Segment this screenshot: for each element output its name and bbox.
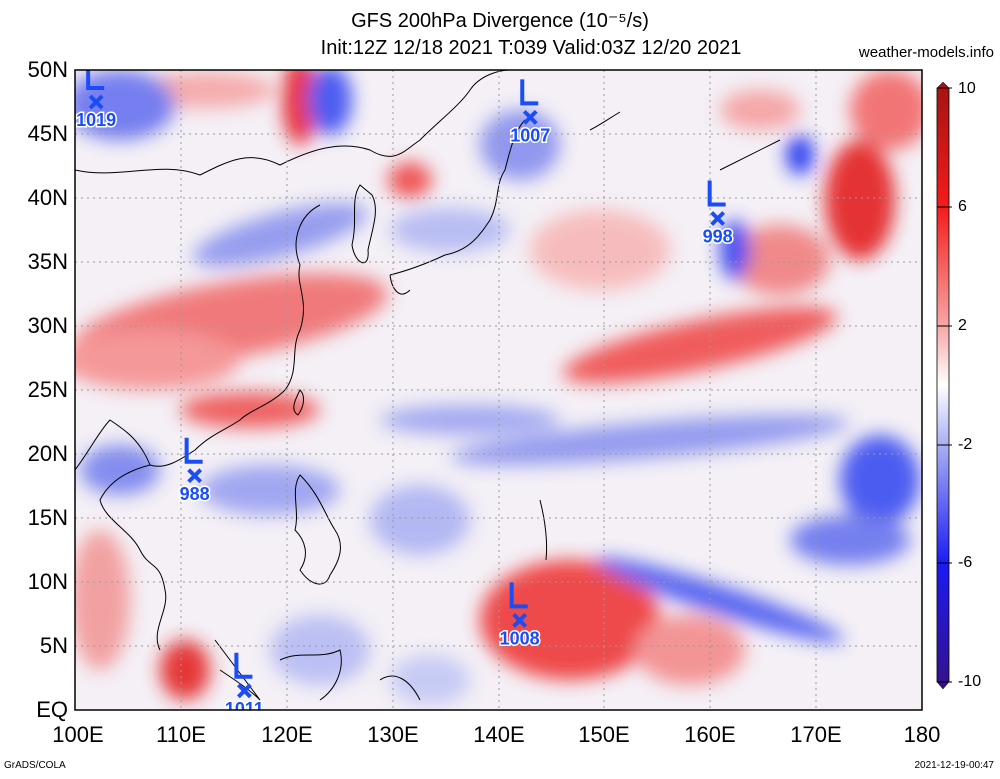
lat-label-30n: 30N xyxy=(27,313,68,338)
lat-label-eq: EQ xyxy=(36,697,68,722)
lat-label-20n: 20N xyxy=(27,441,68,466)
lon-label-160e: 160E xyxy=(684,722,736,747)
low-center-x-icon xyxy=(236,683,252,699)
colorbar xyxy=(936,81,952,690)
lat-label-25n: 25N xyxy=(27,377,68,402)
low-center-1007: 1007 xyxy=(509,79,552,147)
lat-label-35n: 35N xyxy=(27,249,68,274)
colorbar-label-10: 10 xyxy=(958,80,976,97)
low-pressure-value: 1008 xyxy=(500,628,540,648)
low-pressure-value: 988 xyxy=(180,484,210,504)
lon-label-120e: 120E xyxy=(261,722,313,747)
low-letter-L xyxy=(707,180,726,207)
low-center-1011: 1011 xyxy=(223,652,265,719)
divergence-field: 1019 1007 998 988 1008 1011 xyxy=(75,70,922,719)
low-center-1008: 1008 xyxy=(498,582,541,650)
low-letter-L xyxy=(520,79,539,106)
low-pressure-value: 1011 xyxy=(225,699,264,719)
low-pressure-value: 998 xyxy=(703,226,733,246)
lon-label-180: 180 xyxy=(903,722,941,747)
lat-label-5n: 5N xyxy=(39,633,68,658)
footer-grads: GrADS/COLA xyxy=(4,760,66,771)
low-center-x-icon xyxy=(710,211,726,226)
lon-label-100e: 100E xyxy=(52,722,104,747)
low-center-x-icon xyxy=(88,94,104,110)
low-pressure-value: 1019 xyxy=(76,110,116,130)
lon-label-140e: 140E xyxy=(473,722,525,747)
low-letter-L xyxy=(184,437,203,464)
lon-label-130e: 130E xyxy=(367,722,419,747)
low-pressure-markers: 1019 1007 998 988 1008 1011 xyxy=(75,70,734,719)
low-pressure-value: 1007 xyxy=(510,125,550,145)
colorbar-label-minus2: -2 xyxy=(958,436,973,453)
init-valid-text: Init:12Z 12/18 2021 T:039 Valid:03Z 12/2… xyxy=(320,37,742,59)
footer-timestamp: 2021-12-19-00:47 xyxy=(914,760,994,771)
low-center-x-icon xyxy=(522,109,538,125)
lat-label-45n: 45N xyxy=(27,121,68,146)
site-credit: weather-models.info xyxy=(858,44,994,61)
lat-label-10n: 10N xyxy=(27,569,68,594)
chart-subtitle: Init:12Z 12/18 2021 T:039 Valid:03Z 12/2… xyxy=(0,37,1000,60)
graticule xyxy=(75,70,922,710)
coastlines xyxy=(75,70,781,701)
colorbar-label-6: 6 xyxy=(958,198,967,215)
low-letter-L xyxy=(509,582,528,609)
lat-label-50n: 50N xyxy=(27,57,68,82)
low-letter-L xyxy=(86,70,105,90)
lat-label-40n: 40N xyxy=(27,185,68,210)
chart-title: GFS 200hPa Divergence (10⁻⁵/s) xyxy=(351,10,649,32)
low-center-1019: 1019 xyxy=(75,70,118,132)
low-center-988: 988 xyxy=(178,437,211,505)
colorbar-label-2: 2 xyxy=(958,317,967,334)
low-center-x-icon xyxy=(512,612,528,628)
map-frame xyxy=(74,69,923,711)
colorbar-label-minus10: -10 xyxy=(958,673,982,690)
lon-label-110e: 110E xyxy=(156,722,206,747)
low-center-998: 998 xyxy=(701,180,734,248)
lon-label-150e: 150E xyxy=(578,722,630,747)
lat-label-15n: 15N xyxy=(27,505,68,530)
low-letter-L xyxy=(234,652,253,679)
lon-label-170e: 170E xyxy=(790,722,842,747)
colorbar-label-minus6: -6 xyxy=(958,554,973,571)
low-center-x-icon xyxy=(187,468,203,484)
